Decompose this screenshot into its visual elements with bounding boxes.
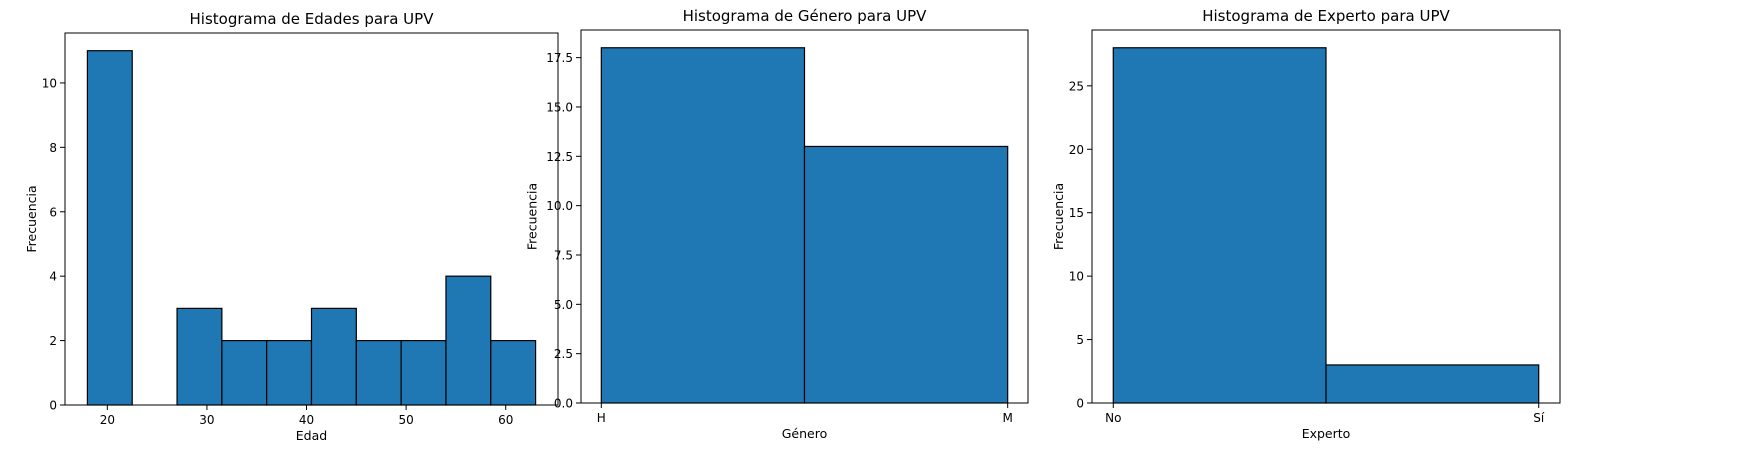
age-x-tick-label: 50 <box>398 413 413 427</box>
expert-y-tick-label: 0 <box>1076 397 1084 411</box>
age-bar-2 <box>176 307 223 406</box>
age-bar-4 <box>266 339 313 406</box>
gender-bar-1 <box>803 145 1009 404</box>
age-bar-6 <box>355 339 402 406</box>
gender-axes-frame <box>580 29 1029 404</box>
age-x-tick-label: 20 <box>100 413 115 427</box>
age-chart-title: Histograma de Edades para UPV <box>190 10 435 28</box>
gender-y-tick-label: 7.5 <box>554 248 573 262</box>
expert-histogram-panel: No Sí 0 5 10 15 20 25 Histograma de Experto para… <box>1051 7 1561 441</box>
expert-y-tick-label: 10 <box>1069 270 1084 284</box>
age-bar-0 <box>86 50 133 406</box>
age-x-tick-label: 60 <box>498 413 513 427</box>
gender-y-tick-label: 10.0 <box>546 199 573 213</box>
gender-histogram-panel: H M 0.0 2.5 5.0 7.5 10.0 12.5 15.0 17.5 Histograma… <box>525 7 1029 441</box>
age-y-axis-label: Frecuencia <box>24 185 39 252</box>
expert-y-axis-label: Frecuencia <box>1051 183 1066 250</box>
expert-x-tick-label: No <box>1105 411 1121 425</box>
gender-y-tick-label: 17.5 <box>546 51 573 65</box>
age-y-tick-label: 4 <box>49 270 57 284</box>
gender-y-tick-label: 15.0 <box>546 100 573 114</box>
expert-axes-frame <box>1091 29 1561 404</box>
expert-y-tick-label: 20 <box>1069 143 1084 157</box>
gender-x-axis-label: Género <box>782 426 828 441</box>
age-histogram-panel: 20 30 40 50 60 0 2 4 6 8 10 Histograma de Edades pa… <box>24 10 559 443</box>
expert-y-tick-label: 5 <box>1076 333 1084 347</box>
age-y-tick-label: 6 <box>49 205 57 219</box>
expert-bar-1 <box>1325 364 1540 404</box>
age-bar-7 <box>400 339 447 406</box>
expert-bar-0 <box>1112 47 1327 404</box>
expert-y-tick-label: 25 <box>1069 79 1084 93</box>
age-bar-3 <box>221 339 268 406</box>
age-x-tick-label: 40 <box>299 413 314 427</box>
gender-y-tick-label: 2.5 <box>554 347 573 361</box>
gender-bar-0 <box>600 47 806 404</box>
gender-x-tick-label: M <box>1003 411 1013 425</box>
gender-y-tick-label: 12.5 <box>546 150 573 164</box>
gender-y-tick-label: 0.0 <box>554 397 573 411</box>
age-x-axis-label: Edad <box>296 428 327 443</box>
expert-x-tick-label: Sí <box>1533 411 1545 425</box>
age-x-tick-label: 30 <box>199 413 214 427</box>
gender-chart-title: Histograma de Género para UPV <box>683 7 928 25</box>
age-y-tick-label: 10 <box>42 76 57 90</box>
age-axes-frame <box>64 32 559 406</box>
expert-y-tick-label: 15 <box>1069 206 1084 220</box>
age-bar-9 <box>490 339 537 406</box>
gender-x-tick-label: H <box>597 411 606 425</box>
age-y-tick-label: 0 <box>49 399 57 413</box>
expert-x-axis-label: Experto <box>1302 426 1351 441</box>
age-bar-5 <box>310 307 357 406</box>
age-y-tick-label: 8 <box>49 141 57 155</box>
age-bar-8 <box>445 275 492 406</box>
expert-chart-title: Histograma de Experto para UPV <box>1202 7 1450 25</box>
gender-y-tick-label: 5.0 <box>554 298 573 312</box>
gender-y-axis-label: Frecuencia <box>525 183 540 250</box>
age-y-tick-label: 2 <box>49 334 57 348</box>
